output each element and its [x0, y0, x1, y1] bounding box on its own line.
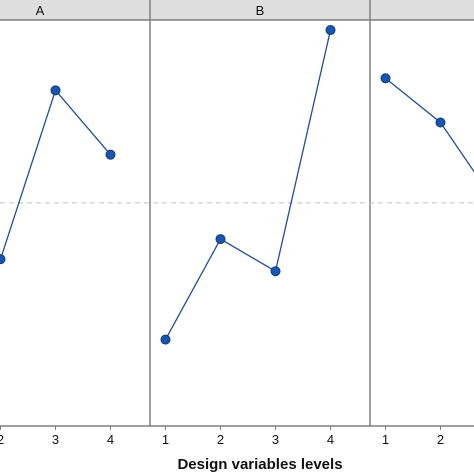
x-tick-label-b-3: 3 — [272, 432, 279, 447]
panel-a: A — [0, 0, 150, 427]
panel-header-a — [0, 0, 150, 20]
x-tick-label-c-1: 1 — [382, 432, 389, 447]
x-tick-label-b-4: 4 — [327, 432, 334, 447]
x-tick-label-a-3: 3 — [52, 432, 59, 447]
panels-layer: A B C — [0, 0, 474, 427]
series-layer — [0, 25, 474, 345]
panel-title-a: A — [36, 3, 45, 18]
x-tick-label-b-1: 1 — [162, 432, 169, 447]
x-tick-label-c-2: 2 — [437, 432, 444, 447]
data-point-b-2 — [215, 234, 226, 245]
data-point-b-4 — [325, 25, 336, 36]
x-tick-label-b-2: 2 — [217, 432, 224, 447]
panel-title-b: B — [256, 3, 265, 18]
series-line-a — [0, 89, 111, 261]
series-line-c — [385, 77, 474, 173]
x-tick-label-a-4: 4 — [107, 432, 114, 447]
x-axis-title: Design variables levels — [177, 456, 342, 473]
data-point-a-4 — [105, 149, 116, 160]
data-point-b-1 — [160, 334, 171, 345]
data-point-a-3 — [50, 85, 61, 96]
data-point-a-2 — [0, 254, 6, 265]
ticks-layer: 123412341234 — [0, 426, 444, 447]
data-point-c-1 — [380, 73, 391, 84]
data-point-b-3 — [270, 266, 281, 277]
data-point-c-2 — [435, 117, 446, 128]
series-line-b — [164, 29, 332, 340]
panel-b: B — [149, 0, 370, 427]
panel-header-b — [150, 0, 370, 20]
panel-header-c — [370, 0, 474, 20]
x-tick-label-a-2: 2 — [0, 432, 4, 447]
panel-c: C — [369, 0, 474, 427]
